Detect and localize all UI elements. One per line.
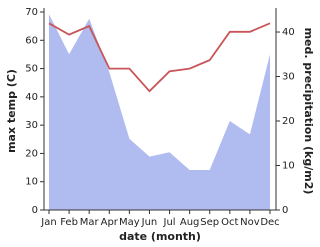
x-tick-label: Dec: [260, 217, 279, 228]
y-tick-label: 40: [25, 92, 38, 103]
x-tick-label: Feb: [60, 217, 78, 228]
y-tick-label: 70: [25, 7, 38, 18]
y-axis-title: max temp (C): [5, 69, 18, 153]
x-tick-label: Sep: [200, 217, 219, 228]
x-tick-label: May: [119, 217, 140, 228]
y2-tick-label: 0: [282, 205, 288, 216]
y2-axis-title: med. precipitation (kg/m2): [302, 28, 315, 195]
y2-tick-label: 30: [282, 72, 295, 83]
x-tick-label: Jun: [141, 217, 158, 228]
x-tick-label: Oct: [221, 217, 238, 228]
y-tick-label: 30: [25, 120, 38, 131]
y-tick-label: 10: [25, 177, 38, 188]
x-tick-label: Jul: [163, 217, 176, 228]
y-tick-label: 20: [25, 148, 38, 159]
precipitation-area: [49, 14, 270, 211]
y-tick-label: 0: [32, 205, 38, 216]
y-tick-label: 50: [25, 64, 38, 75]
x-tick-label: Jan: [40, 217, 56, 228]
x-tick-label: Mar: [80, 217, 100, 228]
x-axis-title: date (month): [119, 230, 201, 243]
x-tick-label: Aug: [180, 217, 200, 228]
y-tick-label: 60: [25, 35, 38, 46]
x-tick-label: Apr: [101, 217, 119, 228]
y2-tick-label: 40: [282, 27, 295, 38]
x-tick-label: Nov: [240, 217, 260, 228]
y2-tick-label: 10: [282, 161, 295, 172]
temperature-line: [48, 22, 271, 93]
y2-tick-label: 20: [282, 116, 295, 127]
